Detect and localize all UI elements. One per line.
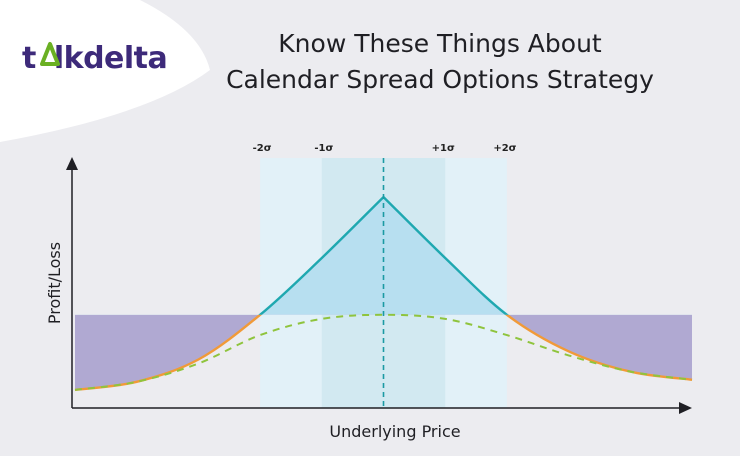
sigma-tick-label: +2σ (493, 143, 516, 154)
axes (66, 157, 692, 414)
payoff-curves (74, 158, 693, 408)
sigma-tick-label: +1σ (432, 143, 455, 154)
sigma-tick-label: -2σ (253, 143, 272, 154)
logo: t lkdelta (22, 41, 168, 76)
x-axis-arrow-icon (679, 402, 692, 414)
logo-backdrop (0, 0, 210, 142)
long-option-curve (74, 313, 693, 391)
x-axis-label: Underlying Price (329, 422, 460, 441)
title-line-2: Calendar Spread Options Strategy (226, 65, 654, 94)
title-line-1: Know These Things About (278, 29, 602, 58)
y-axis-label: Profit/Loss (45, 242, 64, 324)
sigma-tick-label: -1σ (314, 143, 333, 154)
y-axis-arrow-icon (66, 157, 78, 170)
logo-text-right: lkdelta (54, 41, 167, 76)
logo-text-left: t (22, 41, 36, 76)
payoff-curve-wings (74, 314, 693, 392)
sigma-tick-labels: -2σ -1σ +1σ +2σ (253, 143, 517, 154)
profit-area (260, 197, 507, 315)
profit-loss-fills (75, 197, 692, 390)
logo-triangle-icon (40, 42, 60, 66)
loss-area (75, 314, 692, 390)
